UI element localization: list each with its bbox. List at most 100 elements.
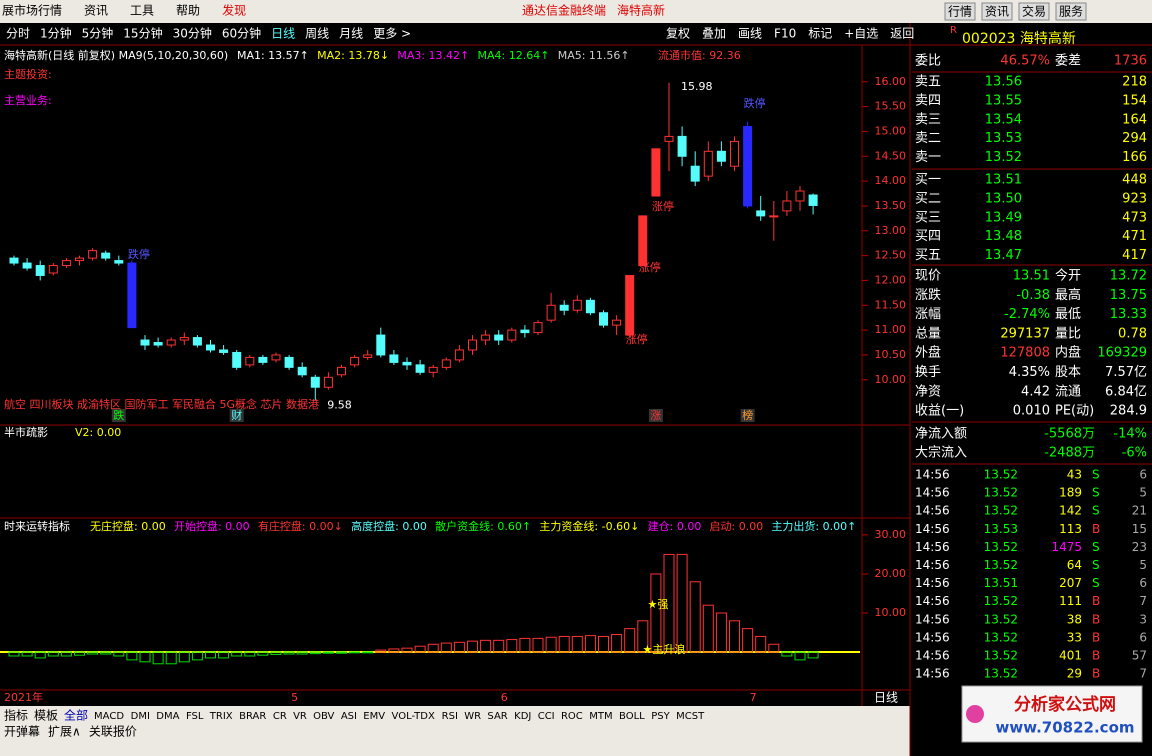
book-volume: 154	[1122, 93, 1147, 108]
menu-item[interactable]: 展市场行情	[2, 3, 62, 18]
stat-value: -0.38	[1016, 288, 1050, 303]
indicator-tab[interactable]: MCST	[676, 711, 705, 722]
period-button[interactable]: 更多 >	[373, 27, 411, 41]
indicator-tab[interactable]: FSL	[186, 711, 204, 722]
tool-button[interactable]: 返回	[890, 27, 914, 41]
indicator-bar	[388, 648, 400, 653]
period-button[interactable]: 分时	[6, 27, 30, 41]
event-marker[interactable]: 榜	[742, 408, 753, 422]
indicator-tab[interactable]: OBV	[313, 711, 334, 722]
event-marker[interactable]: 涨	[650, 409, 661, 422]
menu-item[interactable]: 资讯	[84, 4, 108, 18]
indicator-bar	[231, 651, 243, 657]
indicator-tab[interactable]: BRAR	[239, 711, 266, 722]
period-button[interactable]: 15分钟	[123, 26, 162, 41]
top-button[interactable]: 资讯	[985, 5, 1009, 19]
indicator-tab[interactable]: 全部	[64, 708, 88, 723]
ma-legend: 海特高新(日线 前复权) MA9(5,10,20,30,60)	[4, 48, 228, 62]
indicator-tab[interactable]: DMI	[131, 711, 150, 722]
tool-button[interactable]: F10	[774, 27, 796, 41]
indicator-bar	[414, 645, 426, 653]
period-button[interactable]: 1分钟	[40, 26, 72, 41]
trade-volume: 43	[1067, 468, 1082, 482]
candle-body	[323, 376, 333, 388]
indicator-tab[interactable]: KDJ	[514, 711, 531, 722]
stat-label: 涨幅	[915, 307, 941, 322]
candle-body	[703, 150, 713, 177]
indicator-tab[interactable]: VOL-TDX	[392, 711, 435, 722]
indicator-tab[interactable]: VR	[293, 711, 307, 722]
candle-body	[376, 334, 386, 356]
stat-value: 4.35%	[1009, 365, 1050, 380]
candle-body	[88, 250, 98, 259]
indicator-tab[interactable]: WR	[464, 711, 481, 722]
trade-time: 14:56	[915, 594, 950, 608]
indicator-tab[interactable]: CCI	[538, 711, 555, 722]
bottom-button[interactable]: 关联报价	[89, 724, 137, 739]
indicator-bar	[178, 651, 190, 663]
indicator-tab[interactable]: ROC	[561, 711, 583, 722]
indicator-tab[interactable]: TRIX	[209, 711, 233, 722]
book-label: 卖三	[915, 112, 941, 127]
period-button[interactable]: 周线	[305, 27, 329, 41]
trade-price: 13.52	[984, 468, 1018, 482]
indicator-tab[interactable]: MACD	[94, 711, 124, 722]
indicator-legend: 有庄控盘: 0.00↓	[258, 519, 343, 533]
top-button-bg	[944, 2, 976, 21]
ma-legend: MA1: 13.57↑	[237, 49, 309, 62]
ma-legend: MA4: 12.64↑	[478, 49, 550, 62]
indicator-bar	[152, 651, 164, 665]
top-button[interactable]: 交易	[1022, 4, 1046, 19]
indicator-bar	[611, 633, 623, 653]
tool-button[interactable]: +自选	[844, 27, 878, 41]
period-button[interactable]: 60分钟	[222, 26, 261, 41]
flow-value: -2488万	[1044, 446, 1095, 461]
top-button[interactable]: 服务	[1059, 4, 1083, 19]
indicator-tab[interactable]: 指标	[4, 708, 28, 723]
candle-body	[75, 257, 84, 262]
indicator-bar	[362, 651, 374, 654]
bottom-button[interactable]: 开弹幕	[4, 725, 40, 739]
indicator-tab[interactable]: SAR	[487, 711, 507, 722]
bottom-button[interactable]: 扩展∧	[48, 725, 81, 739]
top-button-bg	[1055, 2, 1087, 21]
candle-body	[48, 265, 58, 274]
top-button[interactable]: 行情	[948, 5, 972, 19]
period-button[interactable]: 30分钟	[173, 26, 212, 41]
period-button[interactable]: 5分钟	[82, 26, 114, 41]
event-marker[interactable]: 跌	[113, 408, 124, 422]
period-button[interactable]: 日线	[271, 27, 295, 41]
indicator-bar	[794, 651, 806, 661]
book-label: 卖五	[915, 75, 941, 90]
indicator-tab[interactable]: PSY	[651, 711, 670, 722]
indicator-bar	[139, 651, 151, 663]
candle-body	[140, 339, 150, 346]
indicator-tab[interactable]: 模板	[34, 709, 58, 723]
indicator-tab[interactable]: DMA	[156, 711, 179, 722]
indicator-bar	[87, 651, 99, 655]
indicator-bar	[47, 651, 59, 657]
indicator-tab[interactable]: BOLL	[619, 711, 645, 722]
indicator-tab[interactable]: ASI	[341, 711, 357, 722]
tool-button[interactable]: 画线	[738, 27, 762, 41]
candle-body	[782, 200, 792, 212]
menu-item[interactable]: 工具	[130, 4, 154, 18]
tool-button[interactable]: 标记	[808, 27, 832, 41]
indicator-tab[interactable]: EMV	[363, 711, 385, 722]
indicator-bar	[624, 628, 636, 653]
indicator-tab[interactable]: CR	[273, 711, 287, 722]
menu-item[interactable]: 发现	[222, 3, 246, 18]
indicator-bar	[807, 651, 819, 659]
trade-volume: 207	[1059, 576, 1082, 590]
trade-price: 13.52	[984, 612, 1018, 626]
tool-button[interactable]: 复权	[666, 27, 690, 41]
indicator-tab[interactable]: RSI	[442, 711, 458, 722]
tool-button[interactable]: 叠加	[702, 27, 726, 41]
menu-item[interactable]: 帮助	[176, 4, 200, 18]
stat-value: 169329	[1097, 346, 1147, 361]
stat-label: 现价	[915, 269, 941, 284]
period-button[interactable]: 月线	[339, 27, 363, 41]
event-marker[interactable]: 财	[231, 408, 242, 422]
indicator-bar	[165, 651, 177, 665]
indicator-tab[interactable]: MTM	[589, 711, 612, 722]
